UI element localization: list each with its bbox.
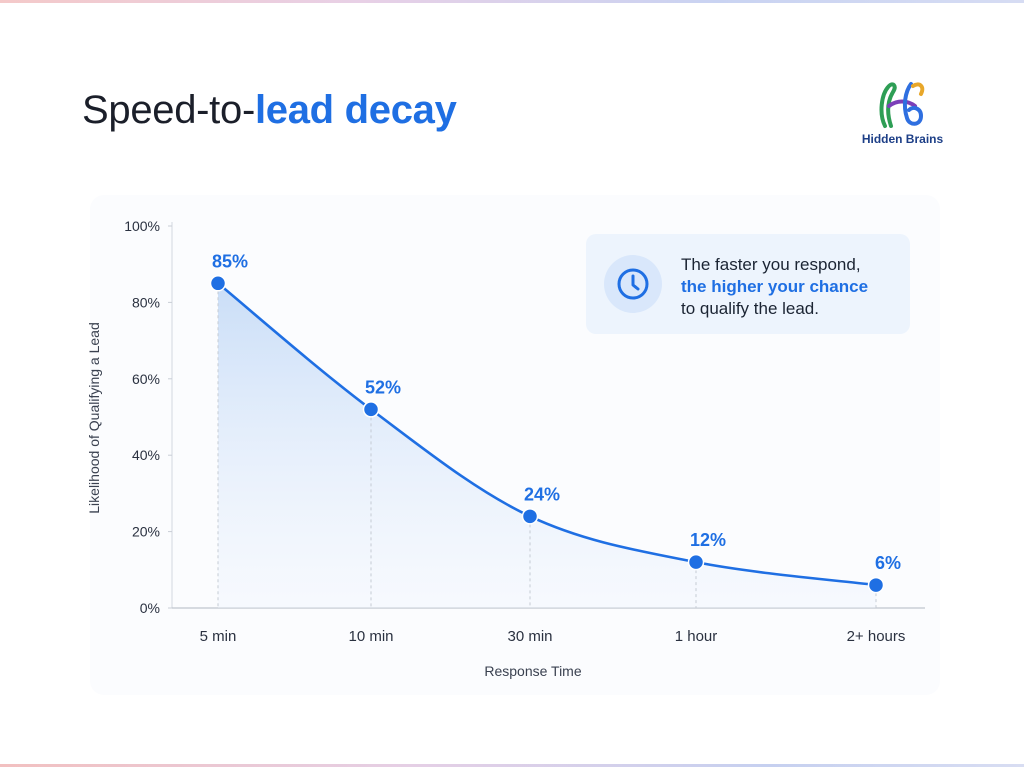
callout-line-2: the higher your chance: [681, 277, 869, 296]
page-title: Speed-to-lead decay: [82, 88, 457, 133]
data-label: 24%: [524, 484, 560, 504]
data-point: [362, 401, 380, 418]
data-point: [521, 508, 539, 525]
hidden-brains-logo: Hidden Brains: [855, 80, 950, 150]
title-plain: Speed-to-: [82, 88, 255, 132]
callout-box: The faster you respond, the higher your …: [586, 234, 910, 334]
data-point: [687, 553, 705, 571]
x-tick-label: 5 min: [200, 628, 237, 645]
callout-text: The faster you respond, the higher your …: [681, 254, 906, 320]
y-tick-label: 100%: [124, 218, 160, 234]
clock-icon: [617, 268, 649, 300]
data-label: 12%: [690, 530, 726, 550]
hidden-brains-logo-icon: [879, 82, 925, 128]
x-tick-label: 2+ hours: [847, 628, 906, 645]
x-tick-label: 10 min: [348, 628, 393, 645]
x-tick-label: 30 min: [507, 628, 552, 645]
x-tick-label: 1 hour: [675, 628, 718, 645]
callout-line-1: The faster you respond,: [681, 255, 861, 274]
y-tick-label: 40%: [132, 447, 160, 463]
y-tick-label: 80%: [132, 294, 160, 310]
clock-badge: [604, 255, 662, 313]
data-label: 85%: [212, 251, 248, 271]
bottom-accent-line: [0, 764, 1024, 767]
y-tick-label: 60%: [132, 371, 160, 387]
data-point: [867, 576, 885, 594]
callout-line-3: to qualify the lead.: [681, 299, 819, 318]
data-label: 6%: [875, 553, 901, 573]
area-fill: [218, 283, 876, 608]
top-accent-line: [0, 0, 1024, 3]
y-tick-label: 20%: [132, 524, 160, 540]
title-accent: lead decay: [254, 88, 457, 132]
logo-text: Hidden Brains: [861, 132, 944, 146]
y-tick-label: 0%: [140, 600, 160, 616]
x-axis-title: Response Time: [484, 663, 581, 679]
data-label: 52%: [365, 377, 401, 397]
data-point: [209, 275, 227, 292]
y-axis-title: Likelihood of Qualifying a Lead: [86, 322, 102, 513]
